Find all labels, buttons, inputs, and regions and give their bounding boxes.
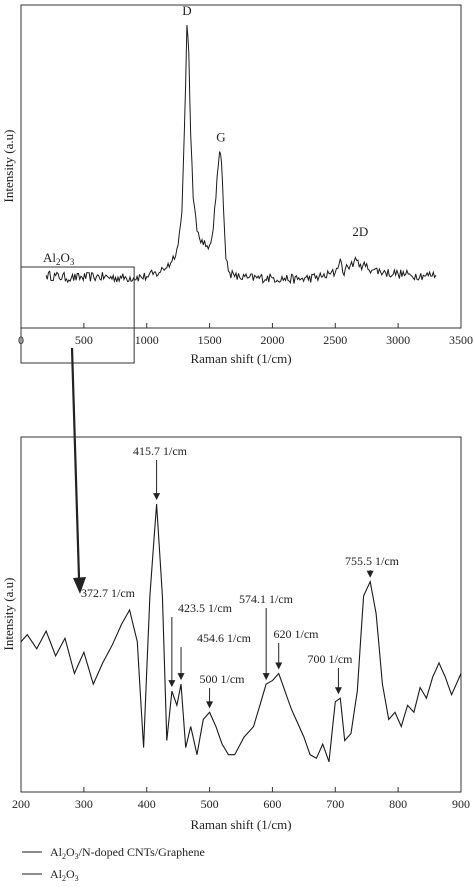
inset-selection-box (20, 266, 135, 364)
x-tick-label: 600 (263, 797, 281, 811)
x-tick-label: 400 (138, 797, 156, 811)
peak-label: 755.5 1/cm (345, 554, 400, 568)
annotation-arrowhead (262, 673, 270, 681)
bottom-y-axis-label: Intensity (a.u) (1, 578, 16, 651)
x-tick-label: 300 (75, 797, 93, 811)
top-series-line (45, 24, 437, 285)
bottom-panel: 200 300 400 500 600 700 800 900 372.7 1/cm 415.7… (1, 436, 470, 832)
peak-label: 500 1/cm (200, 672, 246, 686)
x-tick-label: 900 (452, 797, 470, 811)
x-tick-label: 1500 (198, 333, 222, 347)
annotation-arrowhead (177, 673, 185, 681)
top-x-axis-label: Raman shift (1/cm) (190, 351, 291, 366)
x-tick-label: 2500 (323, 333, 347, 347)
legend: Al2O3/N-doped CNTs/Graphene Al2O3 (22, 845, 205, 883)
annotation-arrowhead (366, 570, 374, 578)
x-tick-label: 800 (389, 797, 407, 811)
zoom-connector-arrow (70, 347, 86, 594)
peak-label: 700 1/cm (308, 652, 354, 666)
peak-label: 423.5 1/cm (178, 601, 233, 615)
x-tick-label: 2000 (260, 333, 284, 347)
bottom-annotations: 372.7 1/cm 415.7 1/cm 423.5 1/cm 454.6 1/cm… (81, 444, 400, 709)
x-tick-label: 3500 (449, 333, 473, 347)
peak-label: D (182, 3, 191, 18)
x-tick-label: 500 (75, 333, 93, 347)
annotation-arrowhead (275, 662, 283, 670)
peak-label: 372.7 1/cm (81, 586, 136, 600)
x-tick-label: 3000 (386, 333, 410, 347)
peak-label: 2D (352, 224, 368, 239)
peak-label: 454.6 1/cm (197, 631, 252, 645)
bottom-series-line (20, 504, 462, 762)
top-plot-frame (20, 4, 462, 329)
x-tick-label: 200 (12, 797, 30, 811)
bottom-x-ticks: 200 300 400 500 600 700 800 900 (12, 787, 470, 811)
annotation-arrowhead (168, 680, 176, 688)
annotation-arrowhead (153, 493, 161, 501)
bottom-x-axis-label: Raman shift (1/cm) (190, 817, 291, 832)
bottom-plot-frame (20, 436, 462, 793)
peak-label: 620 1/cm (274, 627, 320, 641)
inset-box-label: Al2O3 (43, 250, 75, 267)
peak-label: G (216, 130, 225, 145)
top-y-axis-label: Intensity (a.u) (1, 130, 16, 203)
top-x-ticks: 0 500 1000 1500 2000 2500 3000 3500 (18, 323, 473, 347)
x-tick-label: 500 (201, 797, 219, 811)
x-tick-label: 1000 (135, 333, 159, 347)
top-annotations: D G 2D (182, 3, 368, 239)
x-tick-label: 700 (326, 797, 344, 811)
annotation-arrowhead (206, 701, 214, 709)
peak-label: 415.7 1/cm (133, 444, 188, 458)
annotation-arrowhead (334, 687, 342, 695)
legend-entry-1: Al2O3/N-doped CNTs/Graphene (50, 845, 205, 861)
peak-label: 574.1 1/cm (239, 592, 294, 606)
legend-entry-2: Al2O3 (50, 867, 79, 883)
